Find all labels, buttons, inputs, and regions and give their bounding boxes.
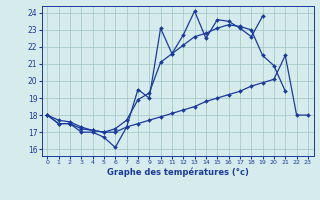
X-axis label: Graphe des températures (°c): Graphe des températures (°c) — [107, 168, 249, 177]
